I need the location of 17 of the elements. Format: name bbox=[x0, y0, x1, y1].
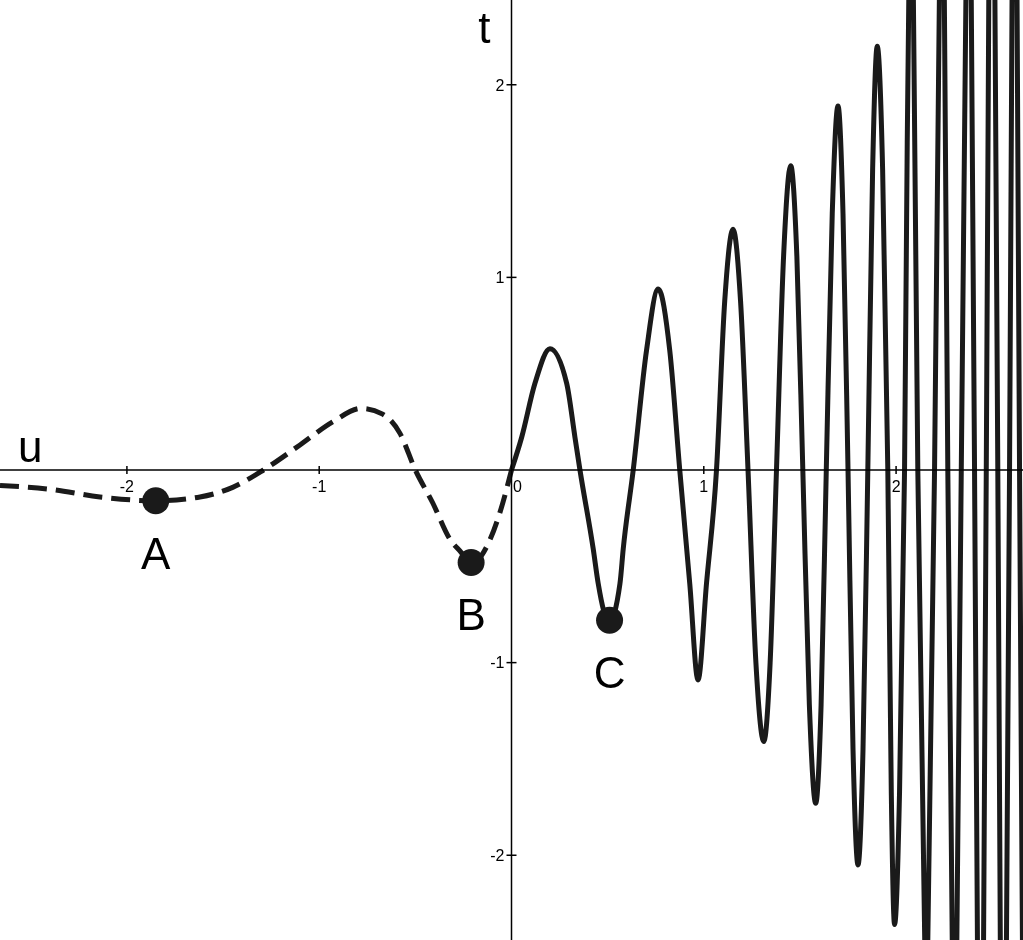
y-axis-title: t bbox=[478, 3, 491, 52]
x-axis-title: u bbox=[18, 422, 43, 471]
y-tick-label: -1 bbox=[490, 654, 505, 672]
y-tick-label: 1 bbox=[495, 269, 505, 287]
point bbox=[457, 548, 485, 576]
point bbox=[596, 606, 624, 634]
annotation: A bbox=[141, 528, 172, 578]
x-tick-label: 1 bbox=[699, 478, 709, 495]
annotation: B bbox=[456, 590, 486, 640]
x-tick-label: 2 bbox=[891, 478, 901, 495]
x-tick-label: -1 bbox=[312, 478, 327, 495]
annotation: C bbox=[593, 648, 626, 698]
point bbox=[142, 487, 170, 515]
y-tick-label: -2 bbox=[490, 847, 505, 865]
x-tick-label: -2 bbox=[119, 478, 135, 495]
y-tick-label: 2 bbox=[495, 76, 505, 94]
x-tick-label: 0 bbox=[513, 478, 522, 495]
